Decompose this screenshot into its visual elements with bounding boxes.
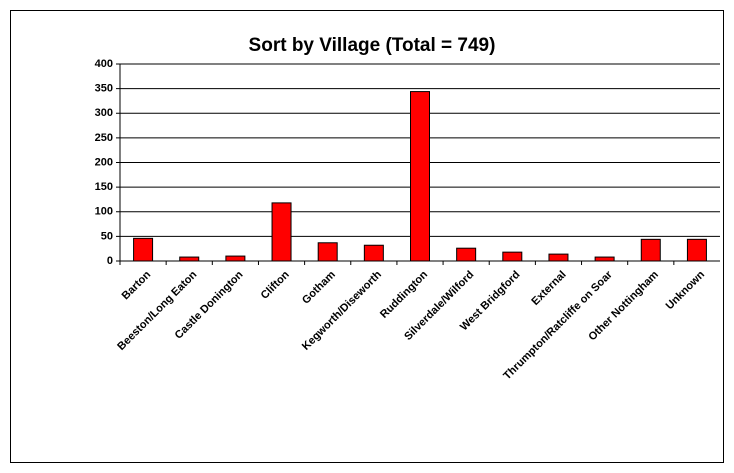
bar [594, 256, 615, 262]
bar [410, 91, 430, 262]
bar [317, 242, 338, 262]
chart-title: Sort by Village (Total = 749) [249, 35, 496, 56]
bar [686, 238, 707, 262]
y-tick-label: 300 [95, 107, 113, 119]
y-tick-label: 400 [95, 58, 113, 70]
y-tick-label: 250 [95, 132, 113, 144]
y-tick-label: 0 [107, 255, 113, 267]
y-tick-label: 350 [95, 83, 113, 95]
bar [456, 247, 477, 262]
bar [271, 202, 292, 262]
y-tick-label: 150 [95, 181, 113, 193]
bar [548, 253, 569, 262]
bar [363, 244, 384, 262]
bar [502, 251, 523, 262]
bar [179, 256, 200, 262]
y-tick-label: 50 [101, 230, 113, 242]
bar [640, 238, 661, 262]
bar [133, 237, 154, 262]
y-tick-label: 100 [95, 206, 113, 218]
bar [225, 255, 246, 262]
y-tick-label: 200 [95, 156, 113, 168]
